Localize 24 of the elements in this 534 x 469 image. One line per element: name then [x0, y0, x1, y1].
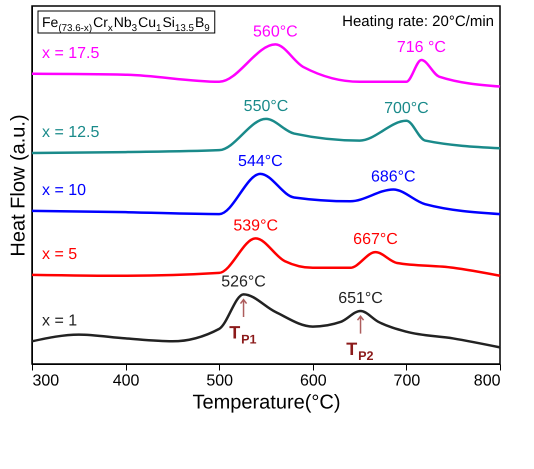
annotation: 539°C [233, 217, 278, 234]
series-label: x = 5 [42, 246, 78, 263]
annotation: 544°C [238, 152, 283, 170]
x-tick-label: 800 [474, 372, 501, 390]
series-label: x = 10 [42, 182, 86, 199]
x-tick-label: 700 [394, 372, 420, 390]
series-label: x = 17.5 [42, 44, 100, 62]
x-tick-label: 500 [206, 372, 234, 390]
series-label: x = 12.5 [42, 124, 100, 142]
x-axis-title: Temperature(°C) [192, 392, 341, 414]
annotation: 716 °C [396, 39, 446, 56]
annotation: 667°C [353, 231, 398, 248]
series-label: x = 1 [42, 312, 78, 330]
annotation: 560°C [253, 23, 298, 40]
annotation: 686°C [370, 168, 416, 186]
x-tick-label: 400 [112, 372, 140, 390]
annotation: 550°C [244, 98, 288, 115]
annotation: 700°C [384, 100, 429, 117]
text: Heating rate: 20°C/min [342, 13, 494, 30]
annotation: 526°C [221, 273, 266, 290]
x-tick-label: 600 [300, 372, 327, 390]
y-axis-title: Heat Flow (a.u.) [8, 114, 30, 257]
x-tick-label: 300 [32, 372, 60, 390]
annotation: 651°C [338, 290, 383, 307]
